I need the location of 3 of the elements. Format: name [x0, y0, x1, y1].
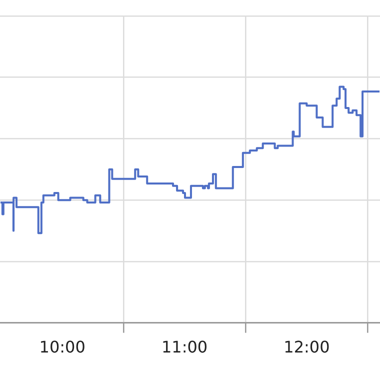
x-tick-label: 10:00 [39, 338, 86, 357]
x-tick-label: 11:00 [161, 338, 208, 357]
x-tick-label: 12:00 [284, 338, 330, 357]
